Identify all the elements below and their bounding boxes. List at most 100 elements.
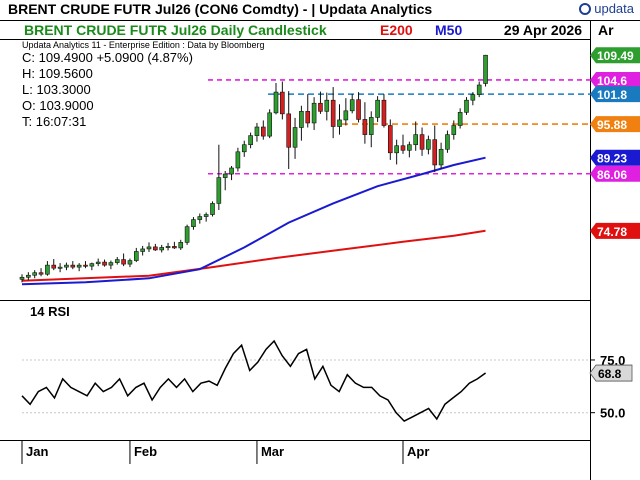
candle-body [330, 99, 336, 127]
candle-body [483, 54, 488, 84]
price-tag-bg [590, 47, 640, 64]
time-value: T: 16:07:31 [22, 114, 87, 129]
candle-body [89, 263, 95, 267]
candle-body [387, 125, 393, 154]
rsi-tick-label: 75.0 [600, 353, 625, 368]
price-tag-95.88: 95.88 [597, 118, 627, 132]
candle-body [216, 177, 222, 204]
rsi-line [21, 339, 487, 423]
candle-body [153, 246, 158, 251]
candle-body [451, 125, 457, 135]
rsi-chart[interactable]: 14 RSI 75.0 50.0 68.8 [0, 300, 640, 440]
data-source: Updata Analytics 11 - Enterprise Edition… [22, 40, 265, 50]
candle-body [172, 246, 177, 249]
candle-body [114, 259, 120, 263]
month-label-mar: Mar [261, 444, 284, 459]
candle-body [121, 259, 126, 265]
price-tag-bg [590, 165, 640, 182]
candle-body [146, 246, 152, 250]
candle-body [235, 151, 241, 169]
candle-body [381, 99, 387, 126]
candle-body [413, 134, 419, 146]
candle-body [292, 127, 298, 148]
candle-body [260, 126, 266, 137]
instrument-title: BRENT CRUDE FUTR Jul26 Daily Candlestick [24, 22, 327, 38]
window-title: BRENT CRUDE FUTR Jul26 (CON6 Comdty) - |… [8, 1, 433, 17]
candle-body [203, 214, 209, 217]
price-tag-bg [590, 86, 640, 103]
price-tag-104.6: 104.6 [597, 74, 627, 88]
candle-body [32, 272, 38, 276]
high-value: H: 109.5600 [22, 66, 93, 81]
axis-type-label: Ar [598, 22, 614, 38]
candle-body [102, 261, 107, 266]
candle-body [305, 111, 311, 124]
e200-legend: E200 [380, 22, 413, 38]
candle-body [343, 110, 349, 121]
price-tag-bg [590, 116, 640, 133]
candle-body [267, 112, 272, 137]
x-axis: Jan Feb Mar Apr [0, 440, 590, 464]
candle-body [299, 111, 304, 128]
price-tag-bg [590, 222, 640, 239]
candle-body [438, 148, 444, 166]
candle-body [83, 264, 88, 267]
candle-body [191, 219, 196, 227]
price-tag-bg [590, 71, 640, 88]
axis-divider [590, 21, 591, 480]
candle-body [286, 113, 292, 148]
price-tag-74.78: 74.78 [597, 225, 627, 239]
low-value: L: 103.3000 [22, 82, 91, 97]
m50-line [21, 156, 486, 286]
candle-body [426, 139, 431, 150]
candle-body [254, 126, 260, 136]
price-tag-86.06: 86.06 [597, 168, 627, 182]
candle-body [394, 145, 399, 154]
candle-body [407, 144, 412, 151]
candle-body [134, 251, 139, 261]
candle-body [108, 262, 114, 266]
candle-body [51, 264, 57, 269]
m50-legend: M50 [435, 22, 463, 38]
close-value: C: 109.4900 +5.0900 (4.87%) [22, 50, 193, 65]
candle-body [349, 99, 355, 112]
candle-body [470, 94, 476, 101]
candle-body [19, 276, 25, 280]
candle-body [337, 119, 342, 127]
open-value: O: 103.9000 [22, 98, 94, 113]
candle-body [248, 135, 253, 146]
candle-body [419, 134, 425, 150]
candle-body [222, 173, 228, 178]
updata-logo-icon [579, 2, 592, 15]
candle-body [95, 261, 101, 264]
price-tag-bg [590, 149, 640, 166]
candle-body [375, 99, 380, 118]
candle-body [324, 99, 330, 112]
e200-line [21, 229, 486, 282]
candle-body [311, 102, 317, 124]
rsi-value-tag-bg [589, 364, 633, 382]
candle-body [362, 119, 368, 135]
candle-body [45, 264, 50, 275]
month-label-feb: Feb [134, 444, 157, 459]
candle-body [127, 260, 133, 265]
candle-body [432, 139, 438, 166]
candle-body [476, 84, 482, 95]
candle-body [57, 266, 63, 269]
candle-body [318, 102, 323, 112]
candle-body [70, 264, 76, 268]
candle-body [76, 264, 82, 268]
candle-body [464, 99, 469, 113]
chart-header-bar: BRENT CRUDE FUTR Jul26 Daily Candlestick… [0, 21, 590, 40]
candle-body [140, 248, 145, 252]
rsi-title: 14 RSI [30, 304, 70, 319]
ohlc-info: Updata Analytics 11 - Enterprise Edition… [22, 40, 264, 130]
rsi-value-tag: 68.8 [598, 367, 622, 381]
updata-logo-text: updata [594, 1, 634, 16]
month-label-apr: Apr [407, 444, 429, 459]
candle-body [229, 167, 234, 175]
candle-body [159, 247, 164, 251]
title-bar: BRENT CRUDE FUTR Jul26 (CON6 Comdty) - |… [0, 0, 640, 21]
candle-body [38, 272, 44, 275]
